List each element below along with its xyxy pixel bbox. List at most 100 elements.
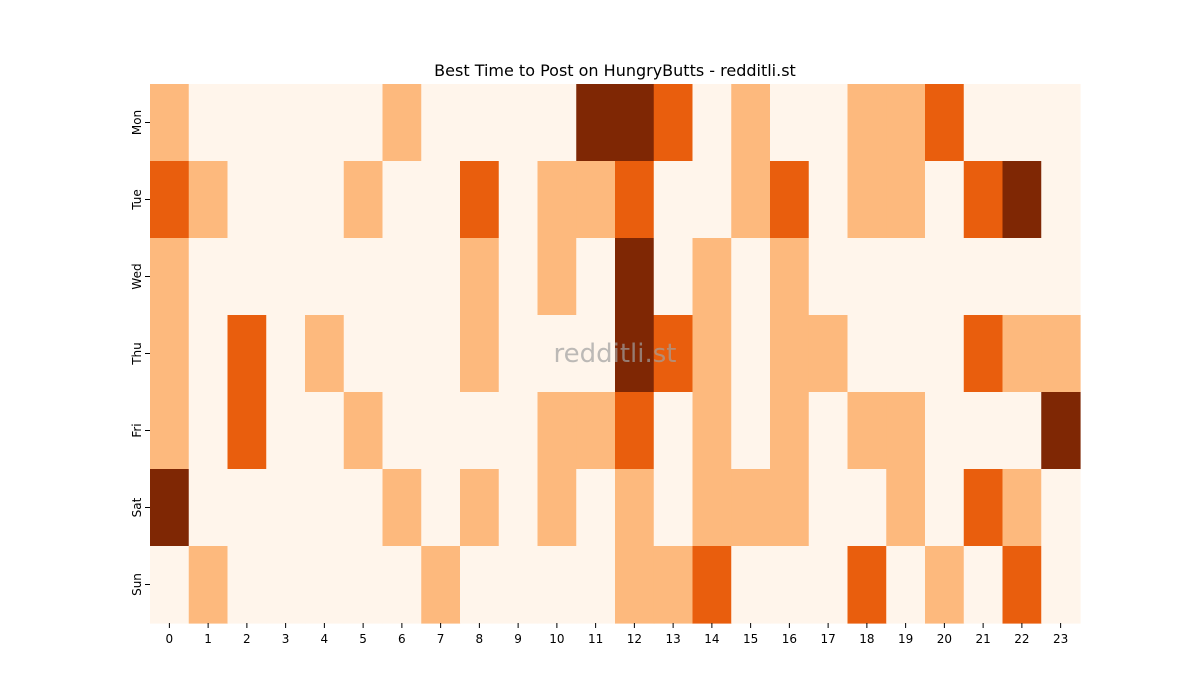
heatmap-cell-mon-16 bbox=[770, 84, 810, 162]
heatmap-cell-mon-21 bbox=[963, 84, 1004, 162]
heatmap-cell-tue-18 bbox=[847, 161, 887, 239]
heatmap-cell-sat-21 bbox=[963, 469, 1004, 547]
heatmap-cell-sun-10 bbox=[537, 546, 577, 624]
heatmap-cell-wed-0 bbox=[150, 238, 190, 316]
heatmap-cell-mon-7 bbox=[421, 84, 461, 162]
heatmap-cell-wed-4 bbox=[305, 238, 345, 316]
y-tick-label-tue: Tue bbox=[130, 189, 144, 211]
heatmap-cell-sat-18 bbox=[847, 469, 887, 547]
heatmap-cell-sun-23 bbox=[1041, 546, 1081, 624]
heatmap-cell-fri-21 bbox=[963, 392, 1004, 470]
x-tick-label-7: 7 bbox=[437, 632, 445, 646]
heatmap-cell-sat-5 bbox=[343, 469, 384, 547]
heatmap-cell-sun-7 bbox=[421, 546, 461, 624]
heatmap-cell-wed-16 bbox=[770, 238, 810, 316]
heatmap-cell-mon-9 bbox=[498, 84, 539, 162]
heatmap-cell-thu-9 bbox=[498, 315, 539, 393]
heatmap-cell-thu-1 bbox=[188, 315, 229, 393]
heatmap-cell-fri-22 bbox=[1002, 392, 1042, 470]
x-tick-label-13: 13 bbox=[665, 632, 680, 646]
heatmap-cell-sat-10 bbox=[537, 469, 577, 547]
heatmap-cell-sat-0 bbox=[150, 469, 190, 547]
heatmap-cell-thu-16 bbox=[770, 315, 810, 393]
heatmap-cell-thu-11 bbox=[576, 315, 616, 393]
heatmap-cell-tue-14 bbox=[692, 161, 732, 239]
x-tick-label-1: 1 bbox=[204, 632, 212, 646]
x-tick-label-12: 12 bbox=[627, 632, 642, 646]
heatmap-cell-sun-3 bbox=[266, 546, 306, 624]
x-tick-label-4: 4 bbox=[321, 632, 329, 646]
x-tick-label-18: 18 bbox=[859, 632, 874, 646]
heatmap-cell-fri-20 bbox=[925, 392, 965, 470]
y-tick-label-thu: Thu bbox=[130, 342, 144, 366]
heatmap-cell-thu-6 bbox=[382, 315, 422, 393]
y-tick-label-sun: Sun bbox=[130, 573, 144, 596]
heatmap-cell-thu-5 bbox=[343, 315, 384, 393]
heatmap-cell-sat-11 bbox=[576, 469, 616, 547]
heatmap-cell-wed-19 bbox=[886, 238, 926, 316]
heatmap-cell-thu-2 bbox=[227, 315, 267, 393]
chart-title: Best Time to Post on HungryButts - reddi… bbox=[434, 61, 796, 80]
heatmap-cell-tue-16 bbox=[770, 161, 810, 239]
heatmap-cell-sat-22 bbox=[1002, 469, 1042, 547]
heatmap-cell-fri-3 bbox=[266, 392, 306, 470]
x-tick-label-0: 0 bbox=[166, 632, 174, 646]
heatmap-cell-tue-20 bbox=[925, 161, 965, 239]
heatmap-cell-tue-19 bbox=[886, 161, 926, 239]
heatmap-cell-tue-4 bbox=[305, 161, 345, 239]
heatmap-cell-sat-13 bbox=[653, 469, 694, 547]
heatmap-cell-thu-15 bbox=[731, 315, 771, 393]
heatmap-cell-thu-3 bbox=[266, 315, 306, 393]
heatmap-cell-sun-5 bbox=[343, 546, 384, 624]
heatmap-cell-mon-12 bbox=[615, 84, 655, 162]
heatmap-cell-wed-17 bbox=[808, 238, 849, 316]
heatmap-cell-tue-2 bbox=[227, 161, 267, 239]
heatmap-cell-mon-11 bbox=[576, 84, 616, 162]
watermark-text: redditli.st bbox=[554, 339, 677, 369]
y-axis-ticks: Mon Tue Wed Thu Fri Sat Sun bbox=[130, 110, 150, 596]
x-tick-label-19: 19 bbox=[898, 632, 913, 646]
heatmap-cell-wed-6 bbox=[382, 238, 422, 316]
heatmap-cell-wed-5 bbox=[343, 238, 384, 316]
heatmap-cell-sat-2 bbox=[227, 469, 267, 547]
heatmap-cell-fri-9 bbox=[498, 392, 539, 470]
heatmap-cell-sat-7 bbox=[421, 469, 461, 547]
heatmap-cell-sat-1 bbox=[188, 469, 229, 547]
heatmap-cell-sat-15 bbox=[731, 469, 771, 547]
heatmap-cell-sun-6 bbox=[382, 546, 422, 624]
heatmap-cell-tue-9 bbox=[498, 161, 539, 239]
heatmap-cell-mon-19 bbox=[886, 84, 926, 162]
heatmap-cell-sun-15 bbox=[731, 546, 771, 624]
heatmap-cell-sun-20 bbox=[925, 546, 965, 624]
heatmap-cell-sat-4 bbox=[305, 469, 345, 547]
heatmap-cell-mon-23 bbox=[1041, 84, 1081, 162]
heatmap-cell-sat-16 bbox=[770, 469, 810, 547]
x-tick-label-2: 2 bbox=[243, 632, 251, 646]
heatmap-cell-wed-15 bbox=[731, 238, 771, 316]
x-tick-label-14: 14 bbox=[704, 632, 719, 646]
heatmap-cell-sun-0 bbox=[150, 546, 190, 624]
heatmap-cell-fri-18 bbox=[847, 392, 887, 470]
heatmap-cell-fri-15 bbox=[731, 392, 771, 470]
heatmap-cell-thu-23 bbox=[1041, 315, 1081, 393]
heatmap-cell-tue-0 bbox=[150, 161, 190, 239]
heatmap-cell-fri-12 bbox=[615, 392, 655, 470]
heatmap-cell-tue-12 bbox=[615, 161, 655, 239]
heatmap-cell-wed-23 bbox=[1041, 238, 1081, 316]
heatmap-cell-thu-21 bbox=[963, 315, 1004, 393]
heatmap-cell-tue-8 bbox=[460, 161, 500, 239]
heatmap-cell-fri-13 bbox=[653, 392, 694, 470]
heatmap-cell-thu-14 bbox=[692, 315, 732, 393]
heatmap-cell-thu-10 bbox=[537, 315, 577, 393]
x-tick-label-17: 17 bbox=[820, 632, 835, 646]
heatmap-cell-fri-17 bbox=[808, 392, 849, 470]
heatmap-cell-fri-4 bbox=[305, 392, 345, 470]
heatmap-cell-fri-23 bbox=[1041, 392, 1081, 470]
heatmap-cell-fri-8 bbox=[460, 392, 500, 470]
x-tick-label-20: 20 bbox=[937, 632, 952, 646]
heatmap-cell-wed-8 bbox=[460, 238, 500, 316]
heatmap-cell-fri-11 bbox=[576, 392, 616, 470]
heatmap-cell-sat-6 bbox=[382, 469, 422, 547]
heatmap-cell-wed-22 bbox=[1002, 238, 1042, 316]
